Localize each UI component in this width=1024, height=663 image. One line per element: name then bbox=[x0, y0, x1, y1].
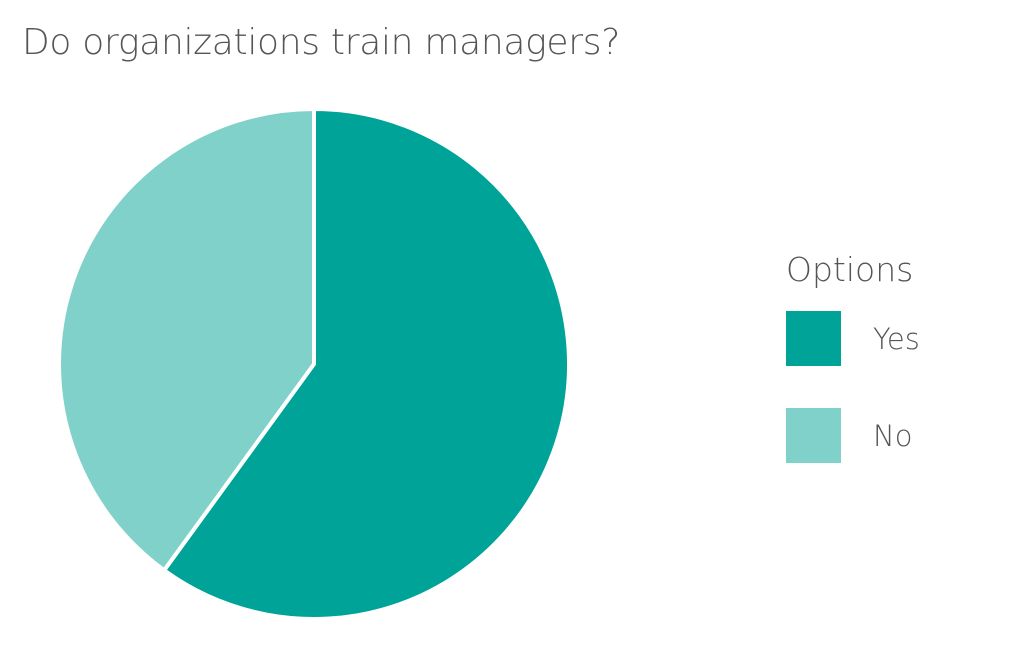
legend-item-yes: Yes bbox=[786, 311, 920, 366]
pie-slices bbox=[57, 107, 571, 621]
legend-swatch-no bbox=[786, 408, 841, 463]
legend-label-yes: Yes bbox=[873, 321, 920, 356]
legend-item-no: No bbox=[786, 408, 920, 463]
chart-title: Do organizations train managers? bbox=[22, 22, 621, 63]
legend-swatch-yes bbox=[786, 311, 841, 366]
legend: Options Yes No bbox=[786, 250, 920, 505]
legend-label-no: No bbox=[873, 418, 913, 453]
pie-slice-no bbox=[57, 107, 316, 573]
pie-slice-yes bbox=[162, 107, 571, 621]
legend-title: Options bbox=[786, 250, 914, 289]
